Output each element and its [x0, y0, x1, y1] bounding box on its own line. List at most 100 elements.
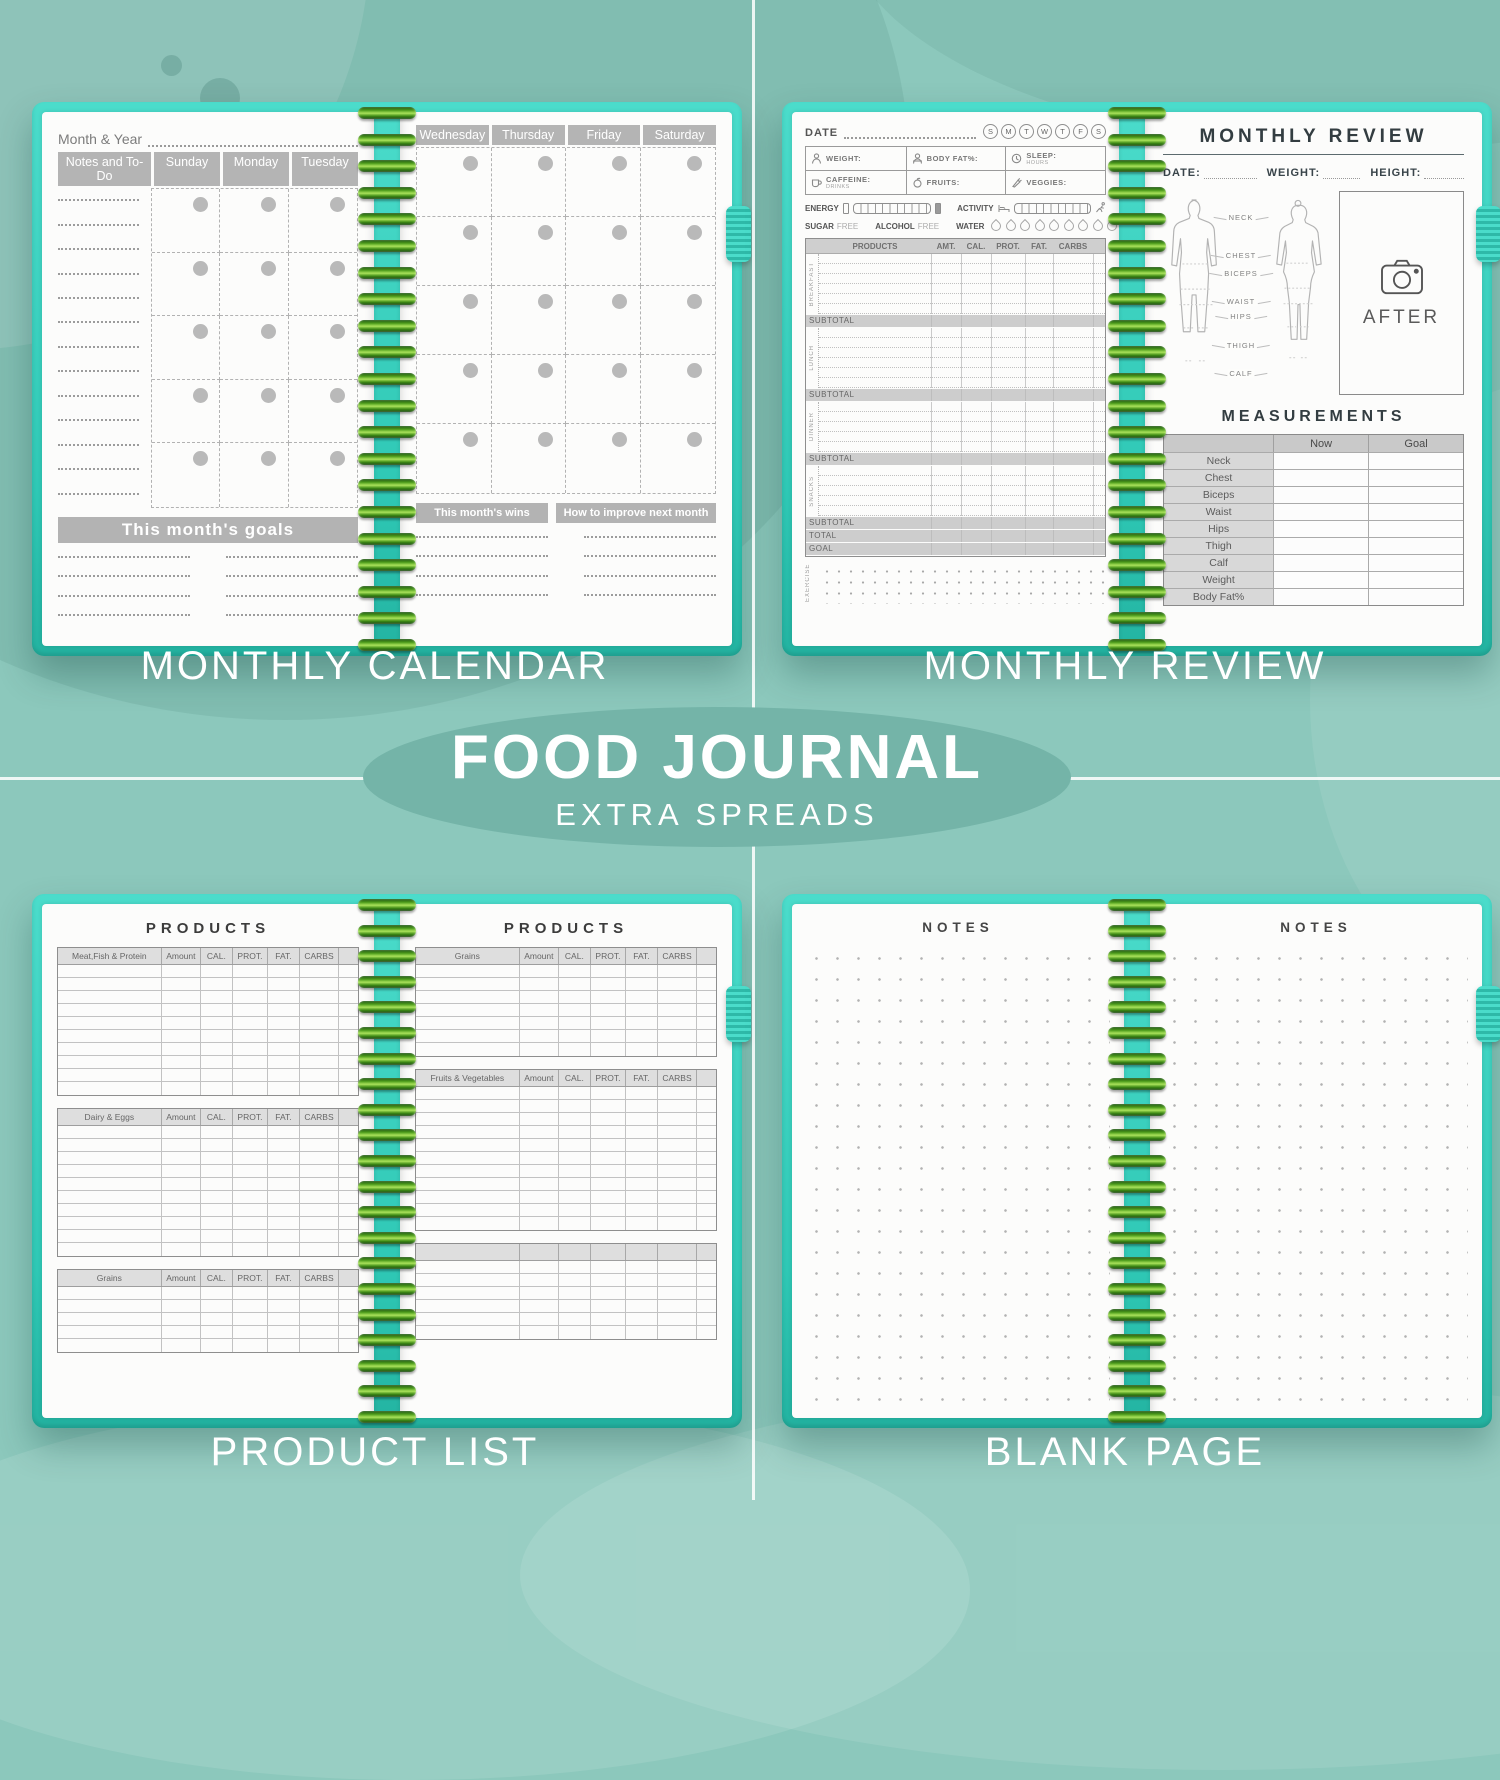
day-header-friday: Friday — [567, 125, 641, 145]
cell — [931, 442, 961, 452]
category-header: Fruits & Vegetables — [430, 1073, 505, 1083]
monthly-review-page: MONTHLY REVIEW DATE: WEIGHT: HEIGHT: NEC… — [1145, 112, 1482, 646]
cell — [518, 1313, 559, 1326]
cell — [1093, 442, 1105, 452]
row-hips: Hips — [1164, 520, 1274, 537]
energy-activity-row: ENERGY ACTIVITY — [805, 202, 1106, 215]
spiral-binding — [358, 899, 416, 1423]
cell — [416, 1165, 519, 1178]
cell — [931, 412, 961, 422]
caffeine-icon — [811, 177, 822, 188]
cell — [656, 1113, 697, 1126]
cell — [1093, 412, 1105, 422]
cell — [696, 1313, 716, 1326]
cell — [931, 476, 961, 486]
pen-loop — [1476, 986, 1500, 1042]
calendar-header-row: Wednesday Thursday Friday Saturday — [416, 125, 716, 145]
cell — [160, 1069, 201, 1082]
day-header-monday: Monday — [223, 152, 289, 186]
cell — [819, 476, 931, 486]
weekday-circle: W — [1037, 124, 1052, 139]
cell — [231, 965, 268, 978]
notes-line — [58, 345, 139, 348]
cell — [58, 1030, 161, 1043]
lunch-section: LUNCH — [806, 328, 1105, 388]
cell — [58, 1313, 161, 1326]
cell — [1053, 378, 1093, 388]
cell — [231, 1004, 268, 1017]
calendar-cell — [152, 443, 221, 507]
calendar-cell — [417, 424, 492, 493]
spiral-loop — [1108, 505, 1166, 518]
cell — [991, 338, 1025, 348]
notes-line — [58, 492, 139, 495]
cell — [696, 991, 716, 1004]
cell — [1053, 315, 1093, 327]
cell — [58, 1004, 161, 1017]
weekday-circle: T — [1055, 124, 1070, 139]
wins-banner: This month's wins — [416, 503, 548, 523]
review-fields-row: DATE: WEIGHT: HEIGHT: — [1163, 167, 1465, 179]
calendar-cell — [640, 148, 715, 217]
spiral-loop — [358, 1078, 416, 1091]
cell — [298, 1030, 339, 1043]
ruled-line — [226, 594, 358, 597]
cell — [1025, 453, 1053, 465]
cell — [518, 1287, 559, 1300]
cell — [267, 1178, 299, 1191]
cell — [160, 1243, 200, 1256]
cell — [267, 1300, 299, 1313]
cell — [338, 1191, 358, 1204]
cell — [589, 1287, 626, 1300]
spiral-loop — [358, 559, 416, 572]
center-title-badge: FOOD JOURNAL EXTRA SPREADS — [363, 707, 1071, 847]
cell — [200, 1152, 232, 1165]
cell — [991, 304, 1025, 314]
cell — [558, 1261, 590, 1274]
cell — [298, 1139, 339, 1152]
spiral-loop — [358, 107, 416, 119]
cell — [656, 1287, 697, 1300]
ruled-line — [58, 594, 190, 597]
cell — [961, 422, 991, 432]
cell — [961, 294, 991, 304]
cell — [416, 1126, 519, 1139]
lunch-label: LUNCH — [809, 345, 815, 371]
cell — [931, 304, 961, 314]
breakfast-label: BREAKFAST — [809, 261, 815, 307]
cell — [1053, 466, 1093, 476]
spiral-binding — [1108, 899, 1166, 1423]
cell — [231, 1339, 268, 1352]
caption-monthly-calendar: MONTHLY CALENDAR — [140, 644, 610, 688]
water-drop-icon — [1047, 218, 1062, 234]
cell — [696, 1043, 716, 1056]
cell — [931, 506, 961, 516]
cell — [696, 1191, 716, 1204]
dairy-eggs-table: Dairy & Eggs Amount CAL. PROT. FAT. CARB… — [57, 1108, 359, 1257]
title-rule — [1163, 154, 1464, 155]
spiral-loop — [358, 239, 416, 252]
row-weight: Weight — [1164, 571, 1274, 588]
cell — [267, 1043, 299, 1056]
cell — [160, 1204, 201, 1217]
calendar-cell — [152, 379, 221, 444]
height-field-label: HEIGHT: — [1370, 167, 1422, 179]
cell — [338, 1300, 358, 1313]
calendar-grid-right — [416, 147, 716, 494]
cell — [518, 1326, 558, 1339]
water-drop-icon — [989, 218, 1004, 234]
cell — [991, 358, 1025, 368]
spiral-loop — [1108, 1410, 1166, 1423]
cell — [1093, 453, 1105, 465]
spiral-loop — [358, 266, 416, 279]
cell — [625, 965, 657, 978]
cell — [416, 1287, 519, 1300]
cell — [625, 1274, 657, 1287]
cell — [518, 1126, 559, 1139]
cell — [231, 1126, 268, 1139]
cell — [58, 1339, 161, 1352]
cell — [1053, 284, 1093, 294]
cell — [298, 1017, 339, 1030]
calendar-cell — [491, 355, 566, 424]
cell — [58, 1152, 161, 1165]
